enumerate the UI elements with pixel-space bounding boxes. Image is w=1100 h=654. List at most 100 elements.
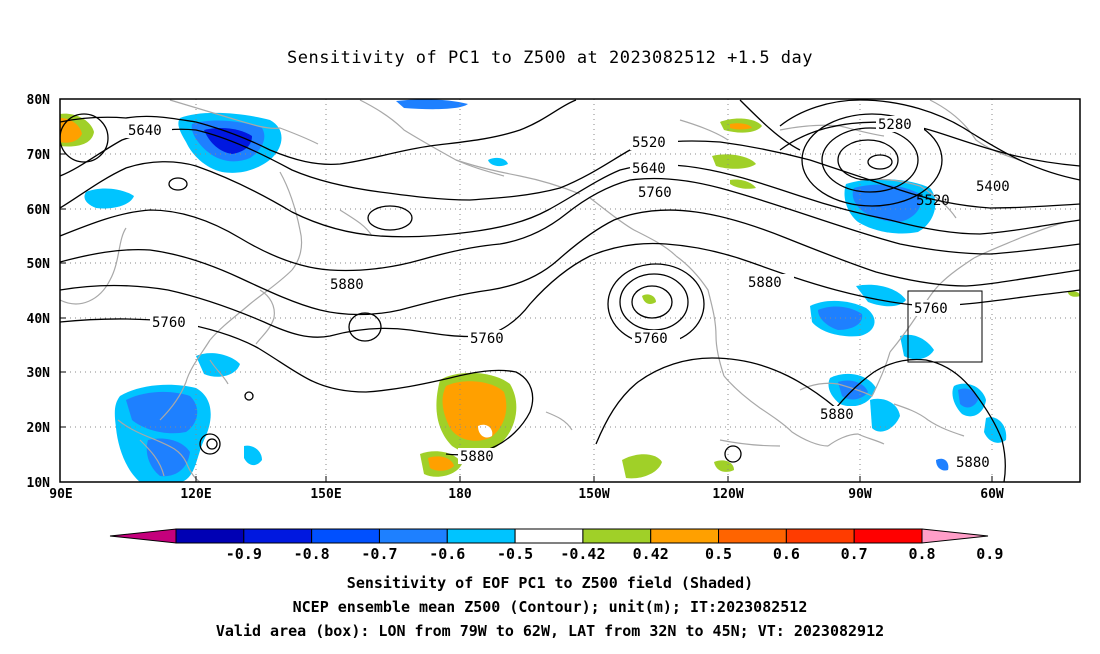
contour-5400-arc [779, 99, 1080, 181]
contour-low-ring-1 [631, 285, 673, 319]
contour-labels: 5640 5520 5640 5760 5280 5400 5520 5880 … [126, 116, 1022, 471]
lon-label-150w: 150W [578, 487, 609, 502]
lon-label-90w: 90W [848, 487, 872, 502]
coastlines [60, 99, 1067, 482]
lat-label-20n: 20N [27, 421, 51, 436]
colorbar-segment [650, 528, 720, 544]
shade-neg-marianas [244, 445, 262, 466]
contour-label-1: 5640 [128, 123, 162, 139]
shade-pos-greenland-1-orange [730, 123, 752, 130]
shade-pos-tropics-1 [622, 454, 662, 479]
shade-pos-pacific-hole [478, 424, 493, 438]
shade-neg-atlantic-inner [958, 388, 978, 408]
colorbar-segment [243, 528, 313, 544]
valid-area-box [907, 290, 983, 363]
contour-label-4: 5760 [638, 185, 672, 201]
contour-small-2 [367, 205, 413, 231]
contour-small-1 [168, 177, 188, 191]
coast-us-east [889, 257, 975, 353]
coast-mexico [723, 375, 829, 447]
contour-label-16: 5880 [956, 455, 990, 471]
contour-5640 [60, 128, 1080, 209]
contour-5760-lower [60, 209, 1080, 316]
map-plot-area: 5640 5520 5640 5760 5280 5400 5520 5880 … [60, 99, 1080, 482]
contour-label-12: 5880 [748, 275, 782, 291]
contour-5880-upper [60, 177, 1080, 272]
coast-central-america [827, 433, 885, 447]
contour-5880-atlantic [595, 357, 1006, 482]
coast-taiwan [209, 359, 229, 385]
coast-gulf [799, 351, 891, 397]
coast-greenland [929, 99, 1021, 161]
lon-label-120e: 120E [180, 487, 211, 502]
contour-5760 [60, 161, 1080, 238]
colorbar-tick-label: -0.9 [226, 545, 262, 563]
contour-high-wpac [348, 312, 382, 342]
coast-phil [139, 439, 165, 477]
shade-neg-siberia [84, 188, 134, 209]
contour-label-bg-8 [328, 276, 376, 292]
colorbar-segment [311, 528, 380, 544]
lon-label-90e: 90E [49, 487, 72, 502]
contour-label-5: 5280 [878, 117, 912, 133]
contour-label-3: 5640 [632, 161, 666, 177]
contour-label-2: 5520 [632, 135, 666, 151]
contour-label-bg-6 [974, 178, 1022, 194]
contour-label-14: 5880 [820, 407, 854, 423]
coast-arctic-2 [679, 119, 729, 141]
contour-label-9: 5760 [152, 315, 186, 331]
colorbar-over-triangle [921, 528, 989, 544]
coast-asia-1 [60, 227, 127, 305]
contour-5280-ring-2 [821, 127, 919, 193]
coast-canada-east [973, 221, 1067, 259]
coast-china-east [159, 339, 211, 421]
contour-label-8: 5880 [330, 277, 364, 293]
colorbar-tick-label: 0.5 [705, 545, 732, 563]
footer-line-3: Valid area (box): LON from 79W to 62W, L… [215, 622, 885, 640]
colorbar-segment [582, 528, 652, 544]
shade-pos-ural-orange [60, 118, 82, 143]
contour-label-7: 5520 [916, 193, 950, 209]
contour-label-6: 5400 [976, 179, 1010, 195]
shade-pos-closed-low [642, 294, 656, 304]
coast-caribbean [893, 403, 965, 437]
colorbar-tick-labels: -0.9 -0.8 -0.7 -0.6 -0.5 -0.42 0.42 0.5 0.6 0.7 0.… [226, 545, 1004, 563]
contour-5640-arc [739, 99, 801, 151]
contour-label-bg-9 [150, 314, 198, 330]
axis-ticks [60, 153, 993, 482]
shade-neg-philippines-inner [126, 391, 198, 434]
map-title: Sensitivity of PC1 to Z500 at 2023082512… [286, 48, 813, 68]
contour-label-bg-11 [632, 330, 680, 346]
colorbar-tick-label: -0.6 [429, 545, 465, 563]
colorbar-segment [718, 528, 787, 544]
lon-label-150e: 150E [310, 487, 341, 502]
contour-small-6 [244, 391, 254, 401]
colorbar-segments [175, 528, 923, 544]
lat-label-40n: 40N [27, 312, 51, 327]
sensitivity-shading [60, 99, 1080, 482]
contour-label-bg-12 [746, 274, 794, 290]
contour-5520-arc [779, 121, 1080, 167]
lon-label-180: 180 [448, 487, 472, 502]
map-border [59, 98, 1081, 483]
coast-arctic-1 [359, 99, 505, 177]
colorbar-tick-label: 0.9 [976, 545, 1003, 563]
colorbar-segment [175, 528, 245, 544]
colorbar-segment [853, 528, 923, 544]
shade-neg-newengland [856, 284, 906, 307]
lon-label-60w: 60W [980, 487, 1004, 502]
contour-small-3 [199, 433, 221, 455]
coast-hawaii [545, 411, 573, 431]
colorbar-under-triangle [109, 528, 177, 544]
contour-5880-south [60, 318, 534, 456]
shade-neg-caribbean [870, 398, 900, 432]
contour-small-4 [206, 438, 218, 450]
coast-kamchatka [279, 171, 303, 271]
coast-japan [255, 289, 275, 345]
lat-label-80n: 80N [27, 93, 51, 108]
contour-ural [60, 113, 109, 163]
colorbar-segment [514, 528, 584, 544]
coast-indochina [117, 419, 201, 482]
coast-tropics [719, 439, 781, 447]
